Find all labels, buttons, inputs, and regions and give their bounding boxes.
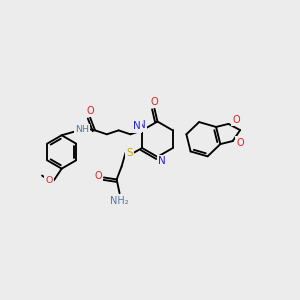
Text: NH₂: NH₂ [110,196,129,206]
Text: S: S [126,148,133,158]
Text: NH: NH [75,125,89,134]
Text: N: N [134,122,141,131]
Text: O: O [86,106,94,116]
Text: O: O [94,172,102,182]
Text: N: N [158,156,166,166]
Text: O: O [237,138,244,148]
Text: O: O [232,115,240,124]
Text: N: N [138,121,146,130]
Text: O: O [45,176,52,185]
Text: O: O [151,97,158,107]
